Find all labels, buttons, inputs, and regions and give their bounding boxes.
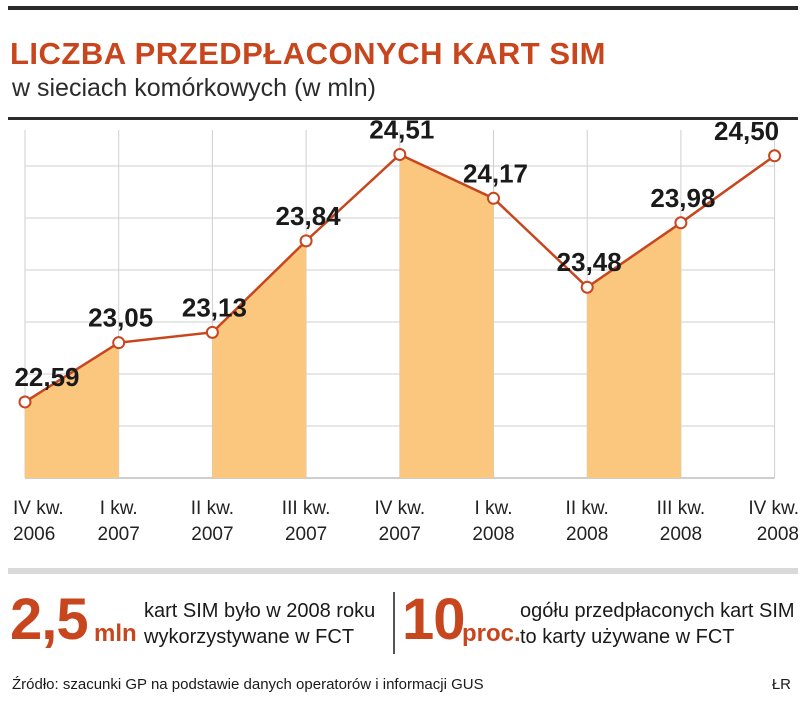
source-note: Źródło: szacunki GP na podstawie danych … <box>12 676 484 693</box>
data-point <box>393 147 407 161</box>
x-tick-label: II kw. <box>566 498 609 519</box>
fact-1-description: kart SIM było w 2008 roku wykorzystywane… <box>144 598 375 650</box>
shaded-area-2 <box>399 154 494 478</box>
fact-2-line-1: ogółu przedpłaconych kart SIM <box>520 600 795 622</box>
data-point <box>205 325 219 339</box>
x-tick-label: IV kw. <box>374 498 425 519</box>
value-label: 24,50 <box>714 120 779 146</box>
x-tick-year: 2008 <box>566 524 608 545</box>
x-tick-label: I kw. <box>474 498 512 519</box>
separator-bar <box>8 568 798 574</box>
value-label: 23,48 <box>557 247 622 277</box>
x-tick-year: 2008 <box>757 524 799 545</box>
x-tick-year: 2006 <box>13 524 55 545</box>
shaded-area-1 <box>212 240 307 478</box>
x-tick-label: III kw. <box>282 498 331 519</box>
value-label: 22,59 <box>14 362 79 392</box>
fact-1-line-1: kart SIM było w 2008 roku <box>144 600 376 622</box>
chart-title: LICZBA PRZEDPŁACONYCH KART SIM <box>10 36 606 71</box>
x-axis-ticks: IV kw. 2006 I kw. 2007 II kw. 2007 III kw. 2007… <box>13 498 799 545</box>
x-tick-year: 2007 <box>379 524 421 545</box>
value-labels: 22,59 23,05 23,13 23,84 24,51 24,17 23,48 23,98… <box>14 120 779 392</box>
data-point <box>299 234 313 248</box>
shaded-area-3 <box>587 222 681 478</box>
x-tick-year: 2007 <box>98 524 140 545</box>
fact-2-description: ogółu przedpłaconych kart SIM to karty u… <box>520 598 795 650</box>
fact-divider <box>393 592 395 654</box>
value-label: 23,98 <box>650 183 715 213</box>
data-point <box>487 191 500 205</box>
fact-1-unit: mln <box>94 620 137 647</box>
shaded-area-0 <box>25 342 119 478</box>
data-point <box>674 216 688 230</box>
top-rule <box>8 6 798 10</box>
data-point <box>768 149 782 163</box>
x-tick-label: IV kw. <box>748 498 799 519</box>
fact-2-unit: proc. <box>462 620 521 647</box>
value-label: 23,13 <box>182 292 247 322</box>
value-label: 24,51 <box>369 120 434 144</box>
x-tick-year: 2007 <box>285 524 327 545</box>
value-label: 23,84 <box>276 201 342 231</box>
data-points <box>18 147 782 409</box>
fact-2-line-2: to karty używane w FCT <box>520 626 735 648</box>
chart-subtitle: w sieciach komórkowych (w mln) <box>12 74 376 102</box>
x-tick-year: 2008 <box>472 524 514 545</box>
data-point <box>112 336 126 350</box>
shaded-areas <box>25 154 681 478</box>
x-tick-label: II kw. <box>191 498 234 519</box>
x-tick-label: IV kw. <box>13 498 64 519</box>
fact-1-number: 2,5 <box>10 587 89 652</box>
data-point <box>18 395 32 409</box>
data-point <box>580 280 594 294</box>
x-tick-label: III kw. <box>657 498 706 519</box>
x-tick-label: I kw. <box>100 498 138 519</box>
fact-1-line-2: wykorzystywane w FCT <box>144 626 355 648</box>
line-chart: 22,59 23,05 23,13 23,84 24,51 24,17 23,48 23,98… <box>13 120 799 545</box>
author-initials: ŁR <box>771 676 791 693</box>
header-rule <box>8 117 798 120</box>
x-tick-year: 2008 <box>660 524 702 545</box>
x-tick-year: 2007 <box>191 524 233 545</box>
value-label: 23,05 <box>88 303 153 333</box>
value-label: 24,17 <box>463 158 528 188</box>
fact-2-number: 10 <box>402 587 466 652</box>
